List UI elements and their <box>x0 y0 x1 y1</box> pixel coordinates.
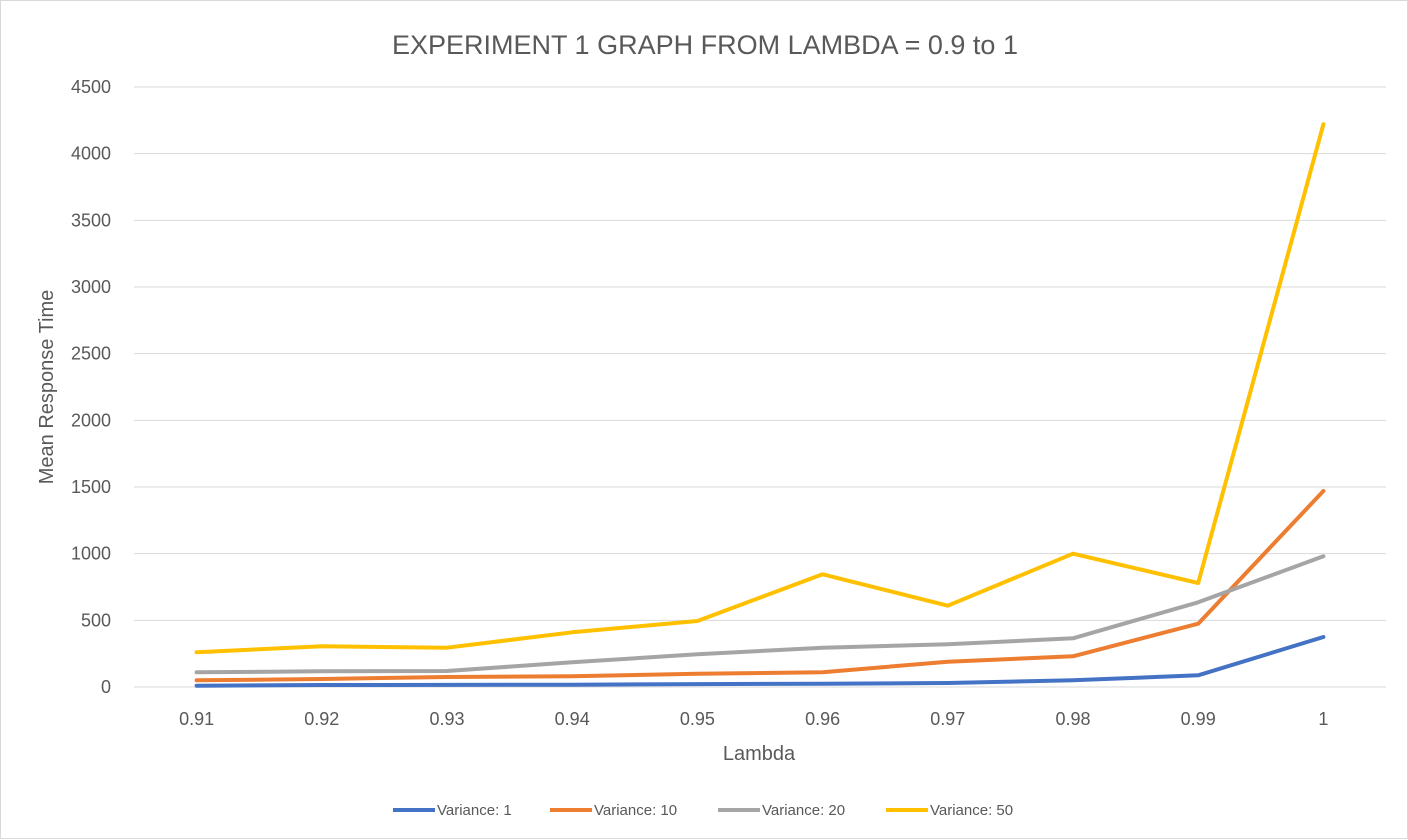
x-tick-label: 0.97 <box>930 709 965 729</box>
x-tick-label: 0.92 <box>304 709 339 729</box>
y-tick-label: 1500 <box>71 477 111 497</box>
chart-title: EXPERIMENT 1 GRAPH FROM LAMBDA = 0.9 to … <box>392 30 1018 60</box>
x-tick-label: 0.99 <box>1181 709 1216 729</box>
legend: Variance: 1 Variance: 10 Variance: 20 Varia… <box>393 802 1013 819</box>
y-tick-label: 3000 <box>71 277 111 297</box>
y-tick-label: 1000 <box>71 544 111 564</box>
x-tick-label: 0.91 <box>179 709 214 729</box>
y-tick-label: 500 <box>81 610 111 630</box>
legend-label: Variance: 20 <box>762 802 845 819</box>
series-line-2 <box>194 489 1326 683</box>
y-axis-ticks: 0 500 1000 1500 2000 2500 3000 3500 4000 4500 <box>71 77 111 697</box>
series-line-4 <box>194 122 1326 655</box>
series-line-1 <box>194 635 1326 688</box>
x-axis-title: Lambda <box>723 743 796 765</box>
x-tick-label: 0.98 <box>1055 709 1090 729</box>
legend-label: Variance: 10 <box>594 802 677 819</box>
y-axis-title: Mean Response Time <box>36 290 58 485</box>
y-tick-label: 4000 <box>71 144 111 164</box>
legend-label: Variance: 50 <box>930 802 1013 819</box>
series-line-3 <box>194 554 1326 675</box>
x-tick-label: 1 <box>1318 709 1328 729</box>
y-tick-label: 3500 <box>71 210 111 230</box>
x-tick-label: 0.95 <box>680 709 715 729</box>
x-tick-label: 0.96 <box>805 709 840 729</box>
legend-label: Variance: 1 <box>437 802 512 819</box>
series-lines <box>194 122 1326 688</box>
y-tick-label: 4500 <box>71 77 111 97</box>
y-tick-label: 2000 <box>71 410 111 430</box>
x-tick-label: 0.93 <box>429 709 464 729</box>
x-axis-ticks: 0.91 0.92 0.93 0.94 0.95 0.96 0.97 0.98 0.99 1 <box>179 709 1328 729</box>
y-tick-label: 0 <box>101 677 111 697</box>
gridlines <box>134 86 1386 688</box>
y-tick-label: 2500 <box>71 344 111 364</box>
x-tick-label: 0.94 <box>555 709 590 729</box>
